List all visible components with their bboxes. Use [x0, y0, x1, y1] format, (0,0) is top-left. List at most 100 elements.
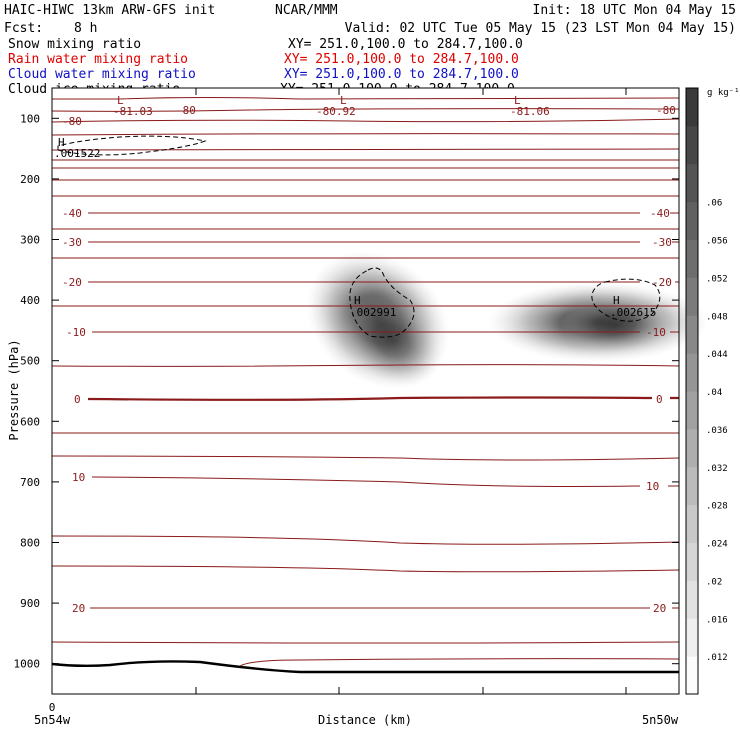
low-mark: L [514, 94, 521, 107]
isotherm-line [51, 118, 680, 123]
high-value: .002991 [350, 306, 396, 319]
colorbar-band [686, 353, 698, 392]
colorbar-band [686, 656, 698, 695]
colorbar-tick-label: .024 [706, 540, 728, 550]
y-tick-label: 800 [20, 537, 40, 550]
x-zero-label: 0 [49, 701, 56, 714]
colorbar-unit: g kg⁻¹ [707, 88, 740, 98]
extrema-annotations: L -81.03 L -80.92 L -81.06 H .001522 H .… [54, 94, 656, 319]
isotherm-line [52, 97, 680, 100]
colorbar-tick-label: .044 [706, 350, 728, 360]
cloud-ice-shading [306, 250, 708, 390]
colorbar-tick-label: .06 [706, 199, 722, 209]
isotherm-label: -80 [62, 115, 82, 128]
colorbar-frame [685, 87, 699, 695]
colorbar-band [686, 88, 698, 127]
isotherm-label: 0 [74, 393, 81, 406]
header: HAIC-HIWC 13km ARW-GFS init NCAR/MMM Ini… [4, 3, 736, 97]
snow-contours [57, 135, 661, 338]
colorbar-band [686, 239, 698, 278]
isotherm-lines [51, 97, 680, 667]
colorbar-band [686, 466, 698, 506]
colorbar-tick-label: .016 [706, 615, 728, 625]
isotherm-label: -20 [62, 276, 82, 289]
y-tick-label: 600 [20, 415, 40, 428]
isotherm-label: 20 [72, 602, 85, 615]
y-tick-label: 400 [20, 294, 40, 307]
isotherm-label: -10 [66, 326, 86, 339]
isotherm-line-zero [87, 396, 679, 401]
low-mark: L [340, 94, 347, 107]
colorbar-tick-label: .036 [706, 426, 728, 436]
colorbar-band [686, 391, 698, 430]
y-tick-label: 300 [20, 234, 40, 247]
colorbar-tick-label: .056 [706, 237, 728, 247]
isotherm-label: 20 [653, 602, 666, 615]
colorbar-band [686, 580, 698, 619]
colorbar-band [686, 428, 698, 468]
figure-title: HAIC-HIWC 13km ARW-GFS init [4, 3, 215, 18]
isotherm-line [51, 432, 680, 434]
low-mark: L [117, 94, 124, 107]
isotherm-label: 10 [72, 471, 85, 484]
high-mark: H [354, 294, 361, 307]
terrain-line [51, 660, 679, 674]
isotherm-line [51, 133, 680, 136]
field-name-rain: Rain water mixing ratio [8, 52, 188, 67]
isotherm-label: -10 [646, 326, 666, 339]
colorbar-tick-label: .04 [706, 388, 722, 398]
isotherm-label: -40 [650, 207, 670, 220]
isotherm-label: -30 [652, 236, 672, 249]
colorbar-tick-label: .02 [706, 577, 722, 587]
field-name-snow: Snow mixing ratio [8, 37, 141, 52]
y-tick-label: 200 [20, 173, 40, 186]
colorbar-band [686, 125, 698, 165]
isotherm-line [51, 455, 680, 461]
shade-blob-east-core [560, 297, 670, 353]
isotherm-labels: -80 -80 -80 -40 -40 -30 -30 -20 -20 -10 … [62, 104, 676, 615]
field-xy-rain: XY= 251.0,100.0 to 284.7,100.0 [284, 52, 519, 67]
colorbar-tick-label: .048 [706, 312, 728, 322]
isotherm-label: 10 [646, 480, 659, 493]
y-tick-label: 500 [20, 355, 40, 368]
plot-frame [51, 87, 680, 695]
isotherm-label: -40 [62, 207, 82, 220]
colorbar-tick-label: .052 [706, 274, 728, 284]
high-mark: H [613, 294, 620, 307]
fcst-value: 8 h [74, 21, 97, 36]
x-end-label: 5n50w [642, 713, 679, 727]
x-start-label: 5n54w [34, 713, 71, 727]
x-axis-title: Distance (km) [318, 713, 412, 727]
org-label: NCAR/MMM [275, 3, 338, 18]
y-axis-title: Pressure (hPa) [7, 339, 21, 440]
colorbar-band [686, 504, 698, 543]
colorbar-band [686, 277, 698, 316]
shade-blob-west-core [342, 293, 442, 387]
valid-time: Valid: 02 UTC Tue 05 May 15 (23 LST Mon … [345, 21, 736, 36]
isotherm-line [51, 535, 680, 545]
isotherm-label: 0 [656, 393, 663, 406]
isotherm-line-plus10 [91, 476, 679, 487]
isotherm-line [239, 658, 680, 667]
colorbar-band [686, 163, 698, 203]
isotherm-label: -80 [176, 104, 196, 117]
isotherm-line [51, 641, 680, 644]
field-name-cloud-water: Cloud water mixing ratio [8, 67, 196, 82]
isotherm-line [51, 364, 680, 367]
snow-contour-west [349, 267, 415, 338]
high-mark: H [58, 136, 65, 149]
low-value: -81.03 [113, 105, 153, 118]
fcst-label: Fcst: [4, 21, 43, 36]
colorbar-band [686, 618, 698, 657]
y-tick-label: 900 [20, 597, 40, 610]
isotherm-line [51, 148, 680, 151]
colorbar-tick-label: .012 [706, 653, 728, 663]
colorbar-band [686, 315, 698, 354]
y-tick-label: 100 [20, 112, 40, 125]
isotherm-line [51, 565, 680, 573]
colorbar-tick-label: .028 [706, 502, 728, 512]
isotherm-line [51, 108, 680, 112]
